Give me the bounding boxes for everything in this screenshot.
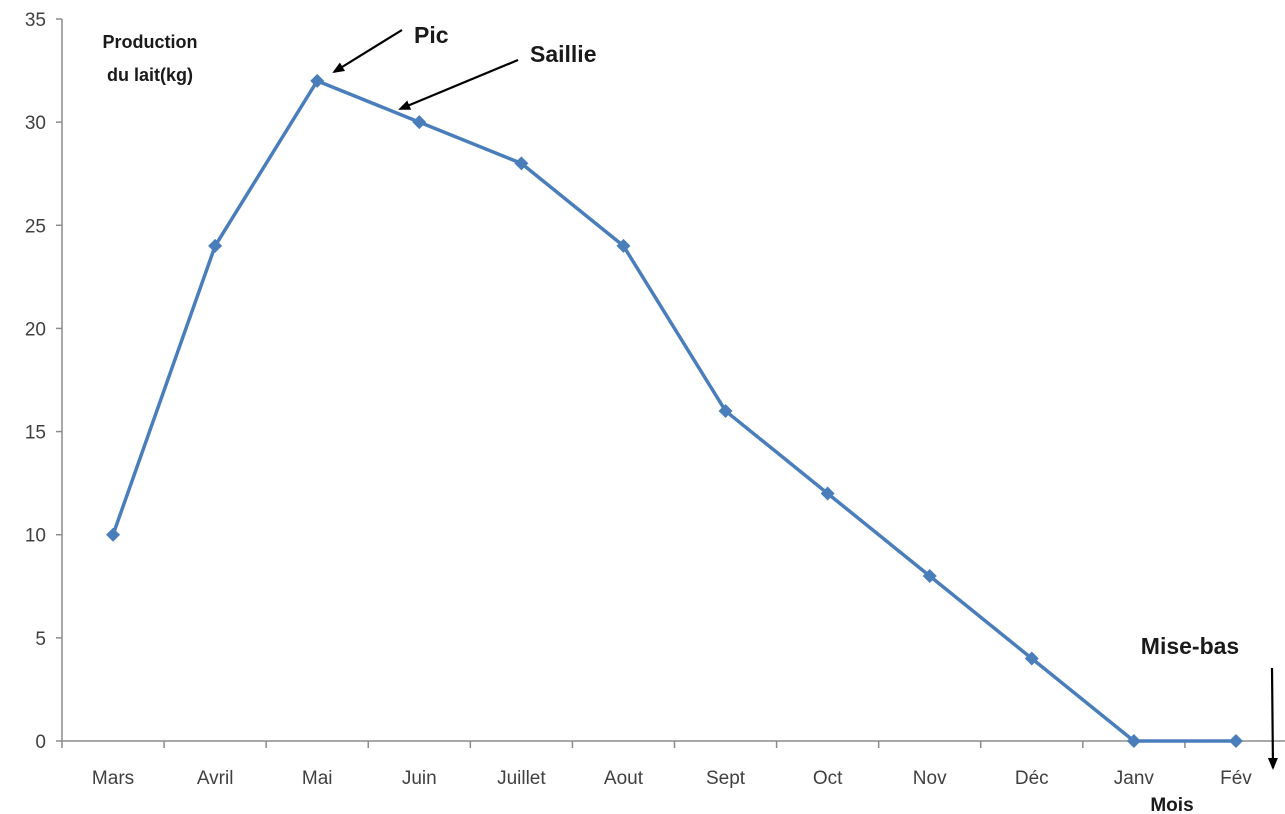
series-markers — [106, 73, 1243, 748]
annotation-saillie-arrow — [398, 58, 519, 111]
y-tick-label: 20 — [25, 319, 46, 340]
x-tick-label: Janv — [1114, 768, 1155, 789]
data-point-marker — [208, 238, 223, 253]
x-tick-label: Nov — [913, 768, 947, 789]
y-axis-ticks — [56, 18, 62, 742]
y-tick-label: 25 — [25, 216, 46, 237]
y-axis-title-line-2: du lait(kg) — [107, 65, 193, 85]
annotation-mise-bas-label: Mise-bas — [1141, 633, 1239, 659]
data-point-marker — [310, 73, 325, 88]
y-tick-label: 0 — [35, 732, 46, 753]
data-point-marker — [922, 568, 937, 583]
x-tick-label: Déc — [1015, 768, 1049, 789]
data-point-marker — [1228, 734, 1243, 748]
x-tick-label: Sept — [706, 768, 746, 789]
y-tick-label: 5 — [35, 629, 46, 650]
data-point-marker — [1024, 651, 1039, 666]
x-tick-label: Mars — [92, 768, 134, 789]
x-tick-label: Fév — [1220, 768, 1252, 789]
y-tick-label: 35 — [25, 10, 46, 31]
data-point-marker — [718, 403, 733, 418]
series-line — [111, 79, 1238, 743]
y-tick-label: 10 — [25, 526, 46, 547]
x-axis-tick-labels: Mars Avril Mai Juin Juillet Aout Sept Oct Nov Déc… — [92, 768, 1252, 789]
annotation-pic-label: Pic — [414, 22, 449, 48]
annotation-saillie-label: Saillie — [530, 41, 596, 67]
data-point-marker — [616, 238, 631, 253]
x-tick-label: Aout — [604, 768, 644, 789]
x-tick-label: Oct — [813, 768, 843, 789]
annotation-mise-bas-arrow — [1267, 667, 1278, 770]
data-point-marker — [412, 115, 427, 130]
data-point-marker — [514, 156, 529, 171]
data-point-marker — [820, 486, 835, 501]
x-tick-label: Mai — [302, 768, 333, 789]
y-axis-title-line-1: Production — [103, 32, 198, 52]
x-tick-label: Avril — [197, 768, 234, 789]
x-axis-title: Mois — [1150, 795, 1193, 814]
y-tick-label: 15 — [25, 423, 46, 444]
annotation-pic-arrow — [332, 29, 403, 74]
y-axis-tick-labels: 0 5 10 15 20 25 30 35 — [25, 10, 46, 753]
x-tick-label: Juin — [402, 768, 437, 789]
y-tick-label: 30 — [25, 113, 46, 134]
x-tick-label: Juillet — [497, 768, 546, 789]
data-point-marker — [1126, 734, 1141, 748]
data-point-marker — [106, 527, 121, 542]
x-axis-ticks — [61, 741, 1186, 748]
